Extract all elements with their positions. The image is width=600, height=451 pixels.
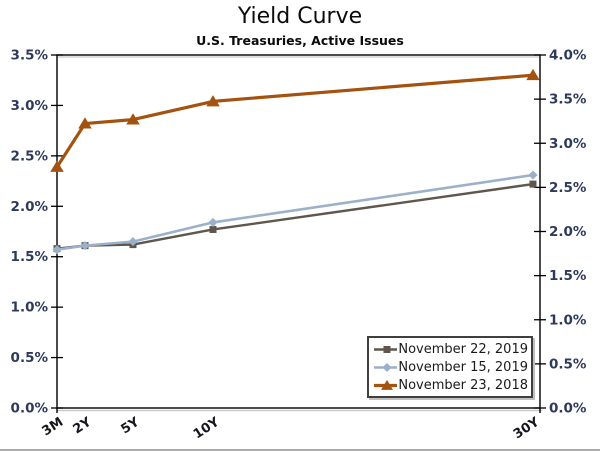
- data-point-marker: [80, 241, 90, 251]
- y-axis-left-tick-label: 0.5%: [11, 350, 49, 366]
- legend-marker-icon: [374, 379, 398, 390]
- chart-title: Yield Curve: [237, 4, 363, 29]
- y-axis-right-tick-label: 1.5%: [549, 268, 587, 284]
- data-point-marker: [209, 225, 217, 233]
- legend-marker-icon: [374, 362, 398, 372]
- y-axis-left-tick-label: 0.0%: [11, 401, 49, 417]
- legend-box: November 22, 2019 November 15, 2019 Novemb…: [367, 336, 533, 398]
- data-point-marker: [50, 160, 64, 172]
- y-axis-right-tick-label: 2.0%: [549, 224, 587, 240]
- x-axis-tick-label: 5Y: [119, 414, 143, 437]
- data-point-marker: [526, 68, 540, 81]
- legend-item-label: November 22, 2019: [398, 341, 528, 357]
- x-axis-tick-label: 30Y: [511, 414, 543, 442]
- y-axis-right-tick-label: 1.0%: [549, 312, 587, 328]
- data-point-marker: [52, 245, 62, 255]
- data-point-marker: [382, 362, 392, 372]
- y-axis-right-tick-label: 3.5%: [549, 92, 587, 108]
- data-point-marker: [126, 113, 140, 125]
- x-axis-tick-label: 2Y: [71, 414, 95, 437]
- x-axis-tick-label: 3M: [40, 415, 67, 440]
- y-axis-left-tick-label: 1.0%: [11, 300, 49, 316]
- data-point-marker: [381, 379, 393, 390]
- data-point-marker: [528, 170, 538, 180]
- series-line-november-22-2019: [56, 182, 534, 250]
- series-line-november-15-2019: [56, 173, 534, 251]
- data-point-marker: [128, 237, 138, 247]
- window-bottom-edge: [0, 449, 600, 451]
- data-point-marker: [208, 217, 218, 227]
- legend-marker-icon: [374, 345, 398, 353]
- legend-item-label: November 23, 2018: [398, 377, 528, 393]
- y-axis-right-tick-label: 3.0%: [549, 136, 587, 152]
- legend-item-label: November 15, 2019: [398, 359, 528, 375]
- chart-subtitle: U.S. Treasuries, Active Issues: [196, 33, 404, 48]
- y-axis-right-tick-label: 0.0%: [549, 401, 587, 417]
- legend-item: November 22, 2019: [372, 342, 528, 357]
- y-axis-right-tick-label: 0.5%: [549, 356, 587, 372]
- data-point-marker: [78, 117, 92, 129]
- y-axis-left-tick-label: 3.0%: [11, 98, 49, 114]
- data-point-marker: [206, 95, 220, 107]
- legend-item: November 23, 2018: [372, 378, 528, 393]
- y-axis-right-tick-label: 2.5%: [549, 180, 587, 196]
- y-axis-left-tick-label: 3.5%: [11, 48, 49, 64]
- y-axis-left-tick-label: 1.5%: [11, 249, 49, 265]
- legend-item: November 15, 2019: [372, 360, 528, 375]
- y-axis-left-tick-label: 2.0%: [11, 199, 49, 215]
- data-point-marker: [529, 180, 537, 188]
- y-axis-right-tick-label: 4.0%: [549, 48, 587, 64]
- x-axis-tick-label: 10Y: [191, 414, 223, 442]
- y-axis-left-tick-label: 2.5%: [11, 148, 49, 164]
- data-point-marker: [383, 345, 391, 353]
